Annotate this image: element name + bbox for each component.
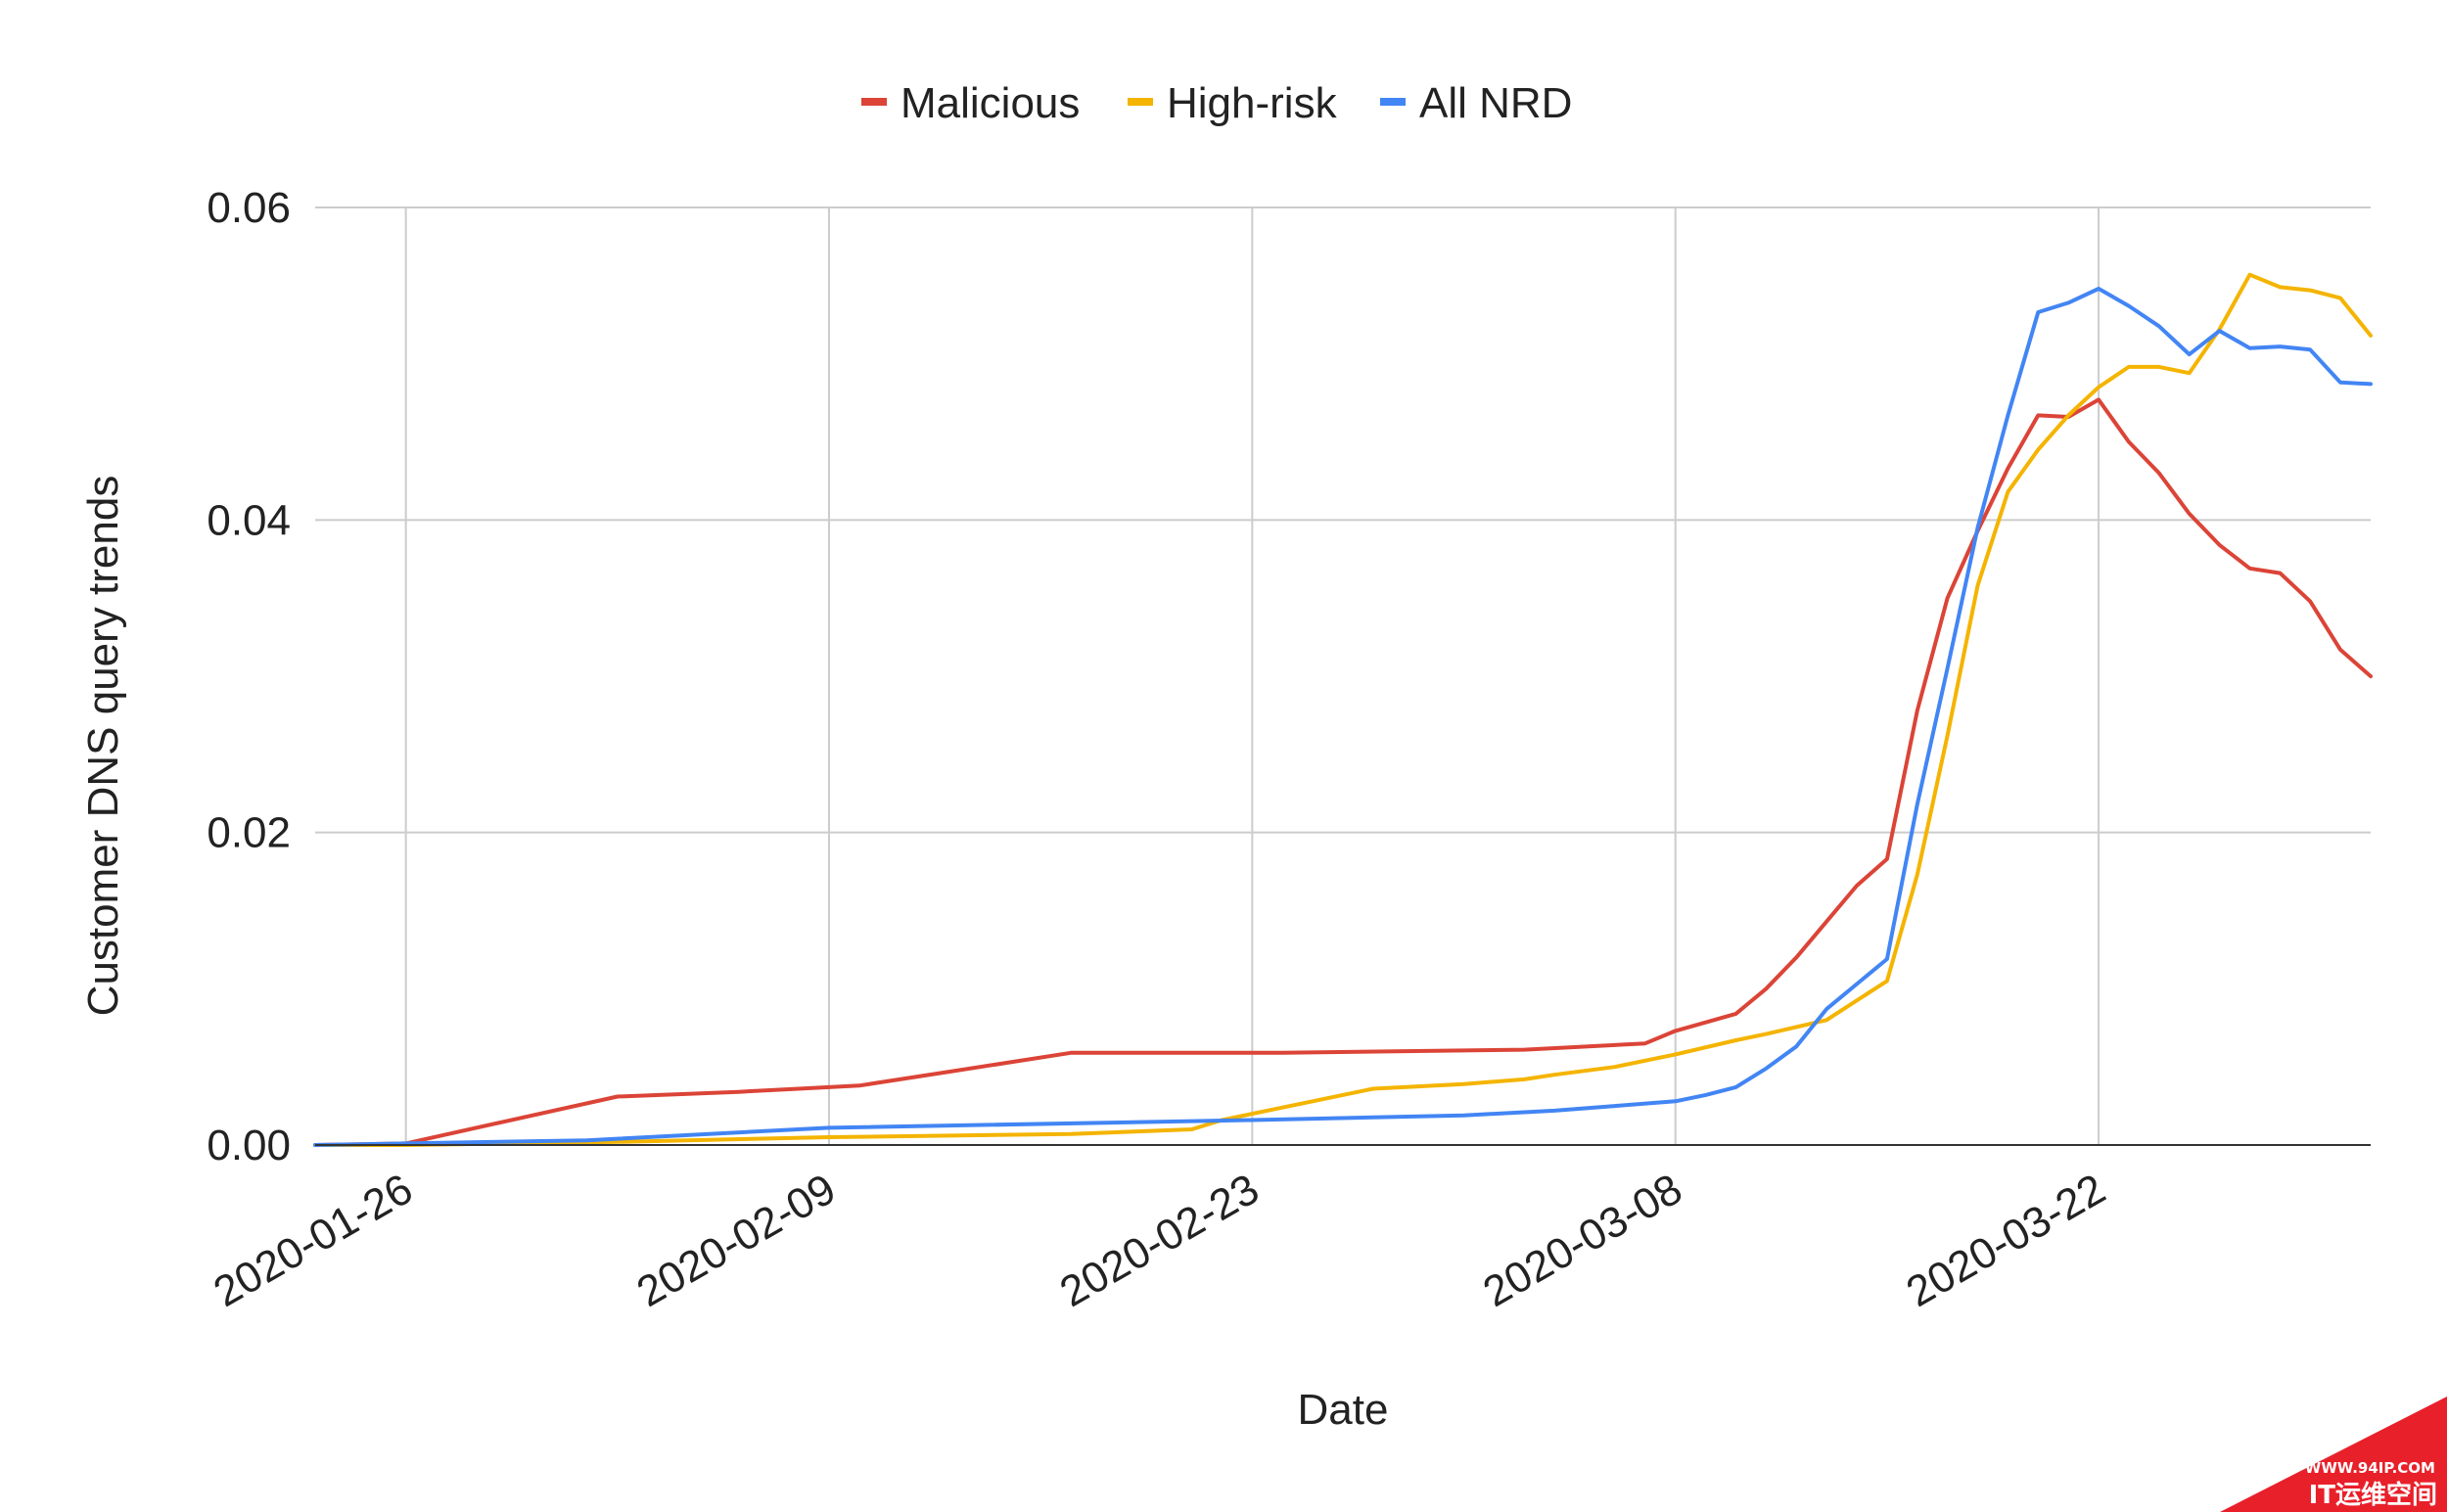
- series-line-all-nrd: [313, 287, 2373, 1147]
- legend-item: Malicious: [861, 79, 1080, 127]
- y-tick-label: 0.00: [207, 1122, 291, 1169]
- y-tick-label: 0.04: [207, 496, 291, 544]
- legend-swatch: [861, 98, 887, 106]
- y-axis-tick-labels: 0.00 0.02 0.04 0.06: [207, 184, 291, 1169]
- series-lines: [313, 272, 2373, 1147]
- watermark-triangle: [2220, 1397, 2447, 1512]
- watermark-url: WWW.94IP.COM: [2305, 1459, 2435, 1477]
- legend-item: High-risk: [1128, 79, 1338, 127]
- series-line-high-risk: [313, 272, 2373, 1147]
- watermark-brand: IT运维空间: [2309, 1480, 2437, 1510]
- legend-label: High-risk: [1167, 79, 1338, 127]
- legend-label: Malicious: [900, 79, 1080, 127]
- gridlines: [315, 206, 2371, 1145]
- legend: Malicious High-risk All NRD: [861, 79, 1572, 127]
- watermark-logo: WWW.94IP.COM IT运维空间: [2220, 1397, 2447, 1512]
- legend-swatch: [1128, 98, 1153, 106]
- y-axis-title: Customer DNS query trends: [79, 476, 127, 1017]
- legend-swatch: [1380, 98, 1406, 106]
- legend-item: All NRD: [1380, 79, 1572, 127]
- x-axis-title: Date: [1298, 1386, 1389, 1434]
- y-tick-label: 0.06: [207, 184, 291, 232]
- y-tick-label: 0.02: [207, 809, 291, 857]
- legend-label: All NRD: [1419, 79, 1572, 127]
- series-line-malicious: [313, 397, 2373, 1147]
